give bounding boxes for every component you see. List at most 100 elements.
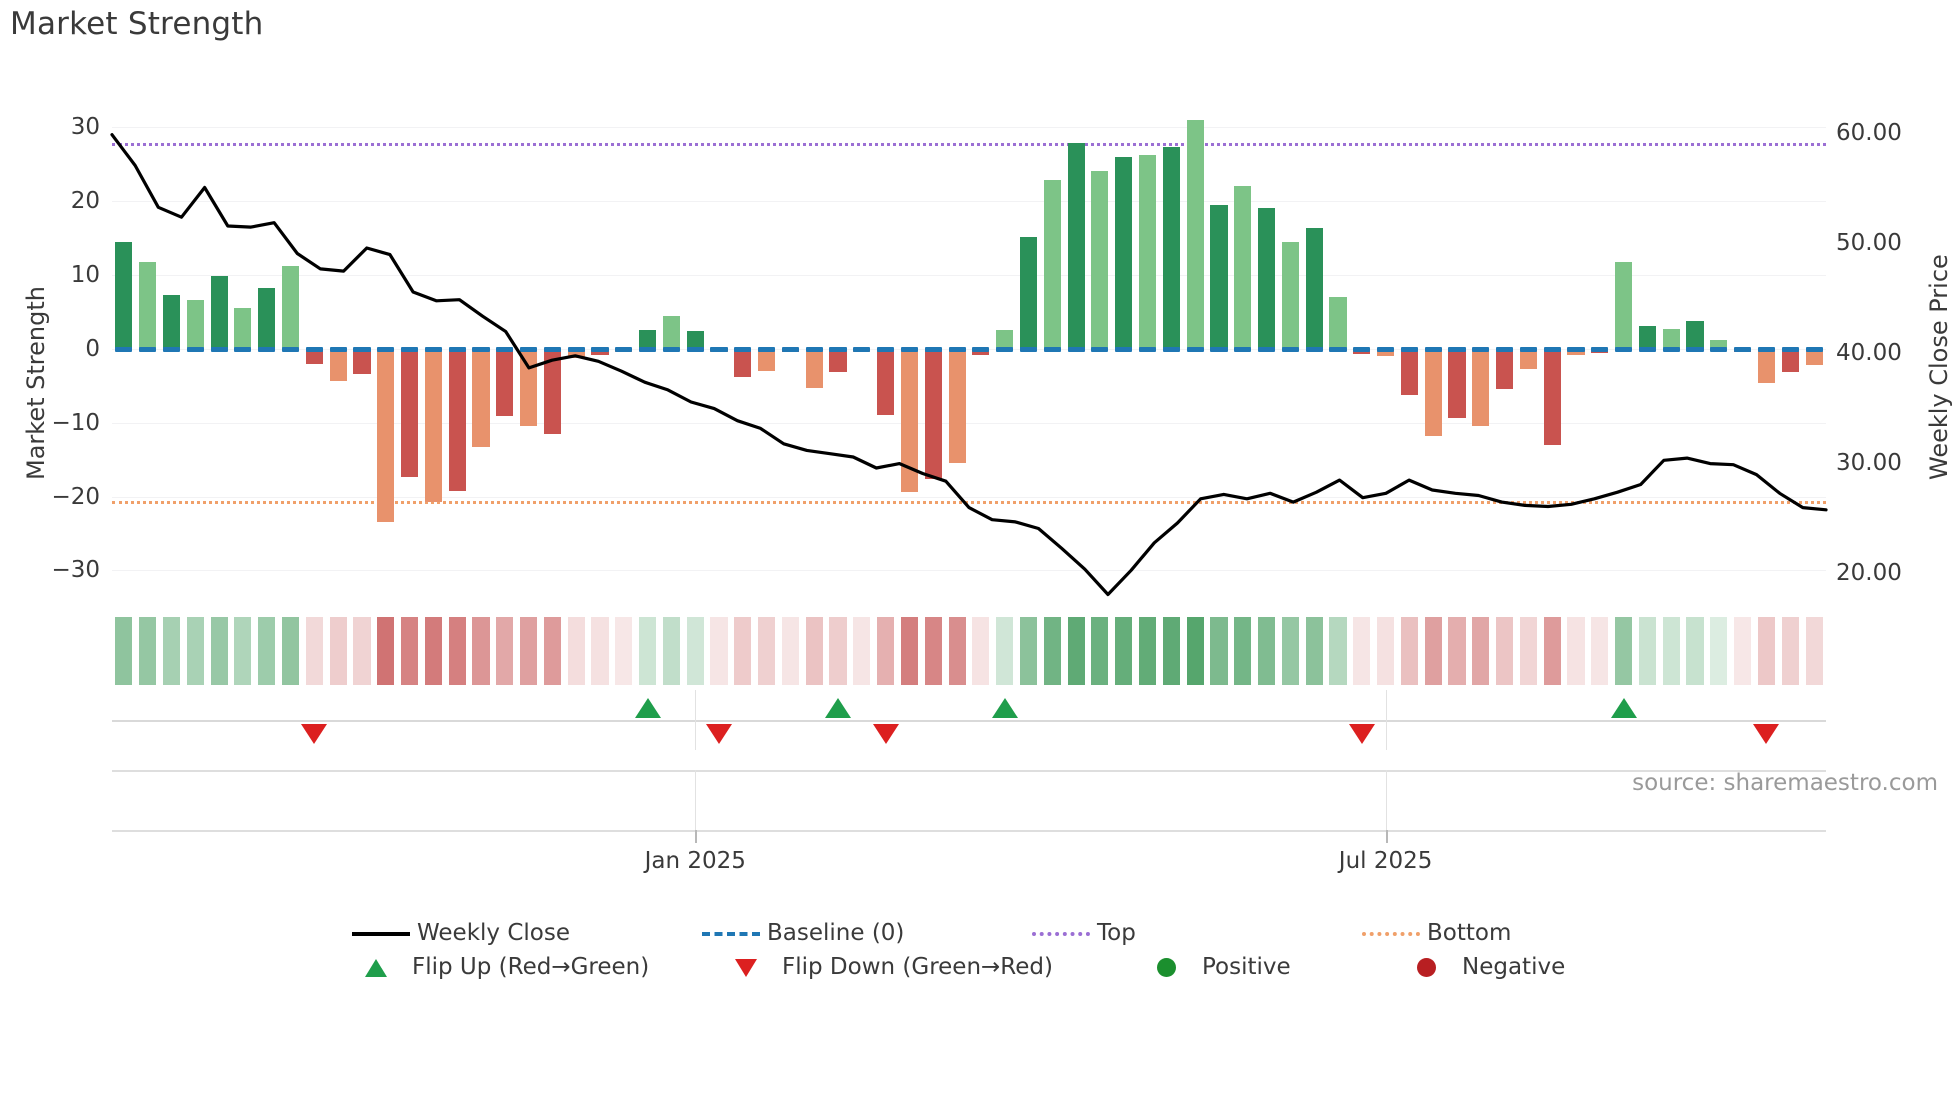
baseline-segment bbox=[686, 346, 704, 352]
triangle-up-icon bbox=[365, 958, 387, 977]
heat-cell bbox=[996, 617, 1014, 685]
strength-bar bbox=[1162, 147, 1180, 349]
heat-cell bbox=[1257, 617, 1276, 685]
baseline-segment bbox=[1257, 346, 1276, 352]
x-axis-tick-label: Jan 2025 bbox=[644, 848, 746, 874]
legend-label: Positive bbox=[1202, 954, 1291, 980]
heat-cell bbox=[686, 617, 704, 685]
left-axis-tick: 10 bbox=[70, 261, 100, 288]
baseline-segment bbox=[1281, 346, 1299, 352]
legend-label: Baseline (0) bbox=[767, 920, 905, 946]
strength-bar bbox=[662, 316, 680, 349]
strength-bar bbox=[353, 348, 371, 374]
triangle-down-icon bbox=[735, 958, 757, 977]
legend-swatch bbox=[710, 957, 782, 977]
baseline-segment bbox=[1043, 346, 1061, 352]
heat-cell bbox=[543, 617, 561, 685]
legend-item[interactable]: Negative bbox=[1390, 954, 1620, 980]
heat-cell bbox=[1281, 617, 1299, 685]
legend-item[interactable]: Bottom bbox=[1355, 920, 1615, 946]
top-reference-line bbox=[112, 143, 1826, 147]
heat-cell bbox=[1662, 617, 1680, 685]
strength-bar bbox=[1424, 348, 1442, 436]
legend-label: Negative bbox=[1462, 954, 1566, 980]
heat-cell bbox=[258, 617, 276, 685]
heat-cell bbox=[1115, 617, 1133, 685]
heat-cell bbox=[1043, 617, 1061, 685]
legend-item[interactable]: Weekly Close bbox=[345, 920, 695, 946]
legend-swatch bbox=[345, 924, 417, 943]
strength-bar bbox=[805, 348, 823, 388]
heat-cell bbox=[591, 617, 609, 685]
baseline-segment bbox=[1638, 346, 1656, 352]
strength-bar bbox=[1615, 262, 1633, 349]
gridline bbox=[112, 274, 1826, 276]
x-axis-gridline bbox=[1385, 770, 1387, 830]
baseline-segment bbox=[1519, 346, 1537, 352]
baseline-segment bbox=[829, 346, 847, 352]
strength-heat-strip bbox=[112, 617, 1826, 685]
gridline bbox=[112, 348, 1826, 350]
baseline-segment bbox=[1019, 346, 1038, 352]
strength-bar bbox=[329, 348, 347, 381]
heat-cell bbox=[1138, 617, 1157, 685]
legend-item[interactable]: Baseline (0) bbox=[695, 920, 1025, 946]
baseline-segment bbox=[520, 346, 538, 352]
heat-cell bbox=[472, 617, 490, 685]
baseline-segment bbox=[710, 346, 728, 352]
baseline-segment bbox=[758, 346, 776, 352]
baseline-segment bbox=[186, 346, 204, 352]
heat-cell bbox=[1234, 617, 1252, 685]
heat-cell bbox=[1805, 617, 1823, 685]
legend-item[interactable]: Flip Down (Green→Red) bbox=[710, 954, 1130, 980]
strength-bar bbox=[829, 348, 847, 372]
legend-label: Flip Up (Red→Green) bbox=[412, 954, 650, 980]
baseline-segment bbox=[1210, 346, 1228, 352]
heat-cell bbox=[972, 617, 990, 685]
strength-bar bbox=[1496, 348, 1514, 390]
baseline-segment bbox=[210, 346, 228, 352]
right-axis-tick: 40.00 bbox=[1836, 339, 1902, 366]
heat-cell bbox=[1091, 617, 1109, 685]
strength-bar bbox=[758, 348, 776, 371]
heat-cell bbox=[1186, 617, 1204, 685]
baseline-segment bbox=[1591, 346, 1609, 352]
legend-item[interactable]: Positive bbox=[1130, 954, 1390, 980]
strength-bar bbox=[472, 348, 490, 448]
strength-bar bbox=[377, 348, 395, 522]
heat-cell bbox=[234, 617, 252, 685]
dotted-line-icon bbox=[1362, 932, 1420, 936]
heat-cell bbox=[877, 617, 895, 685]
baseline-segment bbox=[353, 346, 371, 352]
right-axis-tick: 20.00 bbox=[1836, 559, 1902, 586]
legend-item[interactable]: Top bbox=[1025, 920, 1355, 946]
baseline-segment bbox=[234, 346, 252, 352]
baseline-segment bbox=[900, 346, 919, 352]
baseline-segment bbox=[734, 346, 752, 352]
x-axis-tick-label: Jul 2025 bbox=[1338, 848, 1433, 874]
legend-item[interactable]: Flip Up (Red→Green) bbox=[340, 954, 710, 980]
strength-bar bbox=[1400, 348, 1418, 395]
legend-swatch bbox=[1130, 957, 1202, 977]
heat-cell bbox=[829, 617, 847, 685]
x-tick-mark bbox=[695, 830, 698, 843]
baseline-segment bbox=[924, 346, 942, 352]
strength-bar bbox=[924, 348, 942, 479]
heat-cell bbox=[520, 617, 538, 685]
heat-cell bbox=[329, 617, 347, 685]
heat-cell bbox=[1162, 617, 1180, 685]
baseline-segment bbox=[1781, 346, 1799, 352]
heat-cell bbox=[1496, 617, 1514, 685]
strength-bar bbox=[1019, 237, 1038, 349]
strength-bar bbox=[1067, 143, 1085, 349]
left-axis: 30 20 10 0 −10 −20 −30 bbox=[0, 105, 100, 600]
strength-bar bbox=[1115, 156, 1133, 349]
baseline-segment bbox=[1138, 346, 1157, 352]
heat-cell bbox=[424, 617, 442, 685]
baseline-segment bbox=[1496, 346, 1514, 352]
left-axis-label: Market Strength bbox=[22, 286, 50, 480]
heat-cell bbox=[662, 617, 680, 685]
baseline-segment bbox=[377, 346, 395, 352]
baseline-segment bbox=[1615, 346, 1633, 352]
heat-cell bbox=[305, 617, 323, 685]
